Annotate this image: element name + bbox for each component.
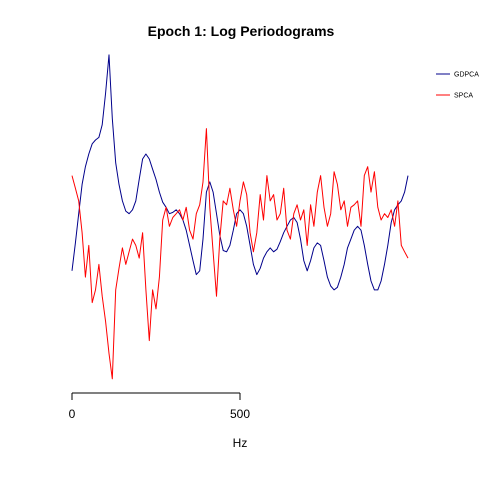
- chart-title: Epoch 1: Log Periodograms: [148, 23, 335, 39]
- legend-label-gdpca: GDPCA: [454, 72, 479, 79]
- x-tick-label: 0: [69, 407, 76, 421]
- series-line-spca: [71, 128, 409, 380]
- series-line-gdpca: [71, 54, 409, 291]
- x-axis-label: Hz: [233, 436, 248, 450]
- legend: GDPCA SPCA: [436, 72, 479, 100]
- legend-label-spca: SPCA: [454, 93, 473, 100]
- series-layer: [71, 54, 409, 380]
- x-axis: 0 500: [69, 392, 250, 421]
- x-tick-label: 500: [230, 407, 250, 421]
